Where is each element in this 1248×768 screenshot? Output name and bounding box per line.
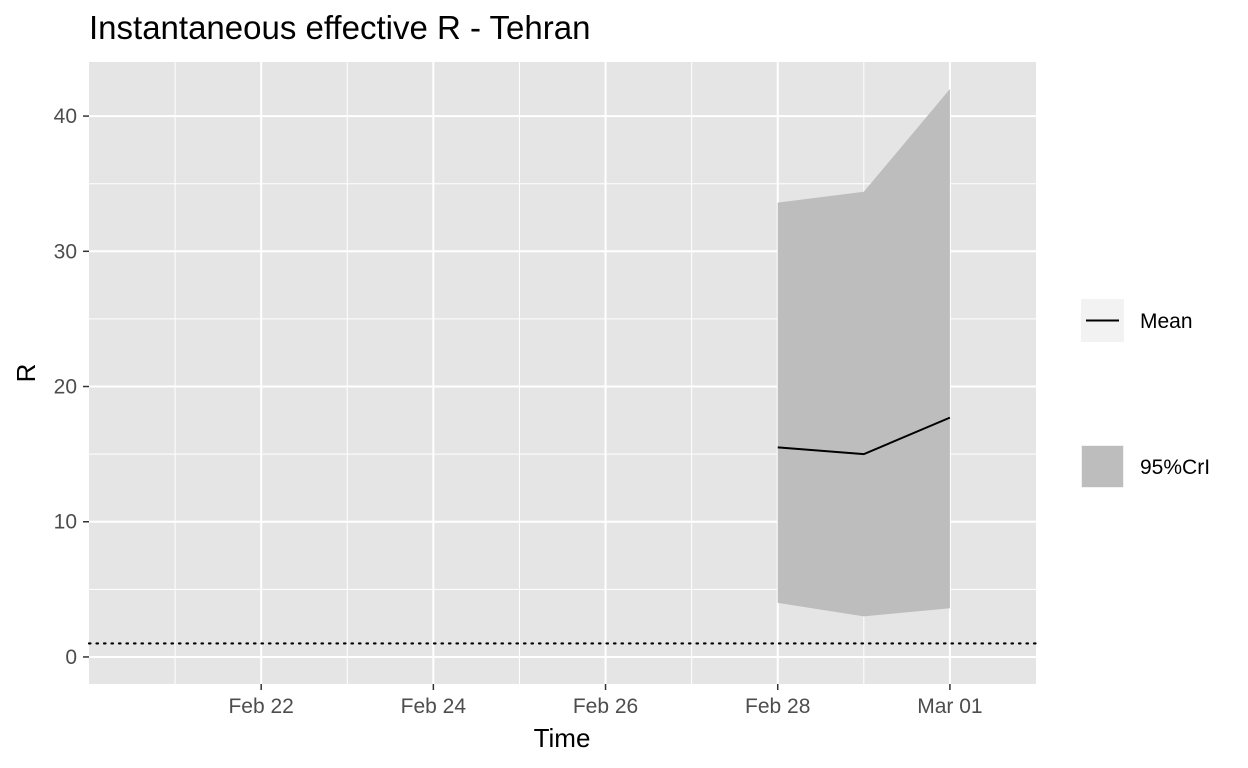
mean-line: [777, 416, 951, 456]
ribbon-layer: [777, 89, 950, 617]
y-tick-label: 30: [54, 240, 77, 263]
x-tick-label: Feb 26: [573, 695, 638, 718]
legend-label-mean: Mean: [1140, 310, 1193, 333]
legend: Mean 95%CrI: [1081, 299, 1210, 488]
x-axis-title: Time: [534, 723, 591, 753]
x-tick-label: Mar 01: [917, 695, 982, 718]
ribbon-95cri: [777, 89, 950, 617]
y-tick-label: 40: [54, 105, 77, 128]
y-tick-label: 0: [65, 646, 77, 669]
y-tick-label: 10: [54, 511, 77, 534]
x-axis: Feb 22 Feb 24 Feb 26 Feb 28 Mar 01: [228, 684, 983, 718]
x-tick-label: Feb 24: [401, 695, 467, 718]
x-tick-label: Feb 22: [228, 695, 293, 718]
line-layer: [777, 416, 951, 456]
x-tick-label: Feb 28: [745, 695, 810, 718]
chart-title: Instantaneous effective R - Tehran: [89, 9, 590, 46]
y-axis: 0 10 20 30 40: [54, 105, 89, 669]
legend-swatch-cri: [1082, 446, 1123, 487]
legend-label-cri: 95%CrI: [1140, 456, 1210, 479]
y-axis-title: R: [11, 364, 41, 383]
y-tick-label: 20: [54, 376, 77, 399]
